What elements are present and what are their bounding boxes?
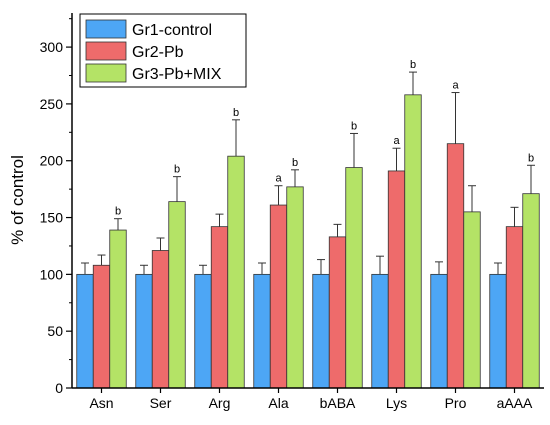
y-tick-label: 250 <box>40 96 64 112</box>
y-tick-label: 200 <box>40 153 64 169</box>
bar-2 <box>227 155 245 389</box>
legend-swatch <box>85 41 127 61</box>
bar-2 <box>345 167 363 389</box>
bar-0 <box>489 273 507 389</box>
y-tick-label: 50 <box>47 323 63 339</box>
x-tick-label: bABA <box>320 395 356 411</box>
bar-2 <box>286 186 304 389</box>
x-tick-label: Ser <box>150 395 172 411</box>
x-tick-label: Asn <box>89 395 113 411</box>
y-axis-title: % of control <box>8 155 27 245</box>
bar-0 <box>430 273 448 389</box>
bar-1 <box>505 226 524 389</box>
x-tick-label: Pro <box>445 395 467 411</box>
significance-label: b <box>174 164 180 176</box>
axes-group: 0 50 100 150 200 250 300 Asn Ser Arg Ala bABA Lys Pro… <box>40 13 544 411</box>
bar-2 <box>168 201 186 389</box>
legend-swatch <box>85 63 127 83</box>
bar-2 <box>522 193 540 389</box>
x-tick-label: Arg <box>209 395 231 411</box>
bar-1 <box>151 250 170 389</box>
y-tick-label: 0 <box>55 380 63 396</box>
x-tick-label: Ala <box>268 395 288 411</box>
significance-label: b <box>233 107 239 119</box>
bar-0 <box>76 273 94 389</box>
x-tick-label: aAAA <box>497 395 533 411</box>
legend-label: Gr1-control <box>132 22 212 39</box>
y-tick-label: 300 <box>40 39 64 55</box>
bar-0 <box>253 273 271 389</box>
significance-label: a <box>393 135 400 147</box>
legend: Gr1-control Gr2-Pb Gr3-Pb+MIX <box>79 13 247 88</box>
bar-1 <box>328 236 347 389</box>
bar-1 <box>269 204 288 389</box>
bar-0 <box>135 273 153 389</box>
legend-label: Gr3-Pb+MIX <box>132 66 222 83</box>
legend-label: Gr2-Pb <box>132 44 184 61</box>
bar-0 <box>371 273 389 389</box>
bar-2 <box>463 211 481 389</box>
legend-swatch <box>85 19 127 39</box>
bar-1 <box>387 170 406 389</box>
y-tick-label: 150 <box>40 210 64 226</box>
bar-1 <box>446 143 465 389</box>
significance-label: a <box>452 80 459 92</box>
y-tick-label: 100 <box>40 266 64 282</box>
bar-0 <box>194 273 212 389</box>
bar-1 <box>210 226 229 389</box>
significance-label: b <box>351 120 357 132</box>
bar-2 <box>109 229 127 389</box>
bar-2 <box>404 94 422 389</box>
significance-label: b <box>410 59 416 71</box>
significance-label: b <box>115 206 121 218</box>
x-tick-label: Lys <box>386 395 407 411</box>
significance-label: a <box>275 173 282 185</box>
bar-1 <box>92 264 111 389</box>
bar-0 <box>312 273 330 389</box>
significance-label: b <box>528 152 534 164</box>
significance-label: b <box>292 157 298 169</box>
